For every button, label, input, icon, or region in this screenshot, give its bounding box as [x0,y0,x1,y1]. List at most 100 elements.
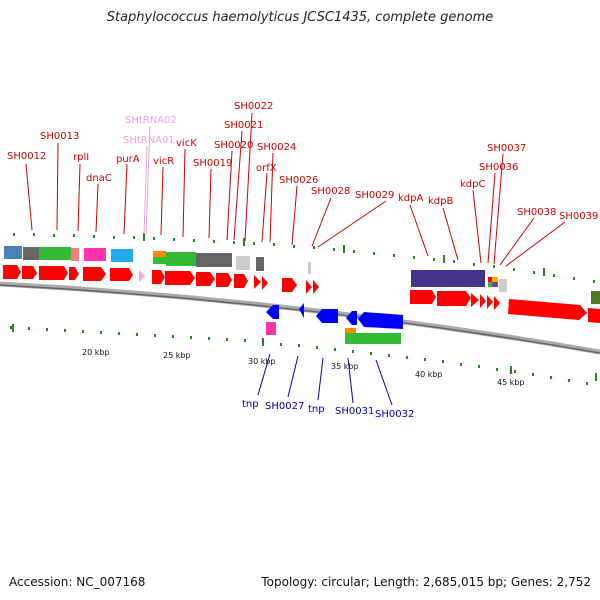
forward-cds[interactable] [508,299,587,320]
scale-labels: 20 kbp 25 kbp 30 kbp 35 kbp 40 kbp 45 kb… [82,348,525,387]
gene-label[interactable]: kdpB [428,196,453,207]
forward-cds[interactable] [487,295,493,309]
genome-backbone-edge [0,284,600,354]
forward-cds[interactable] [494,296,500,310]
cog-block[interactable] [153,251,166,257]
cog-block[interactable] [84,248,106,261]
cog-block[interactable] [23,247,39,260]
cog-block[interactable] [411,270,485,287]
forward-cds[interactable] [196,272,215,286]
gene-label[interactable]: SH0036 [479,162,518,173]
forward-cds[interactable] [3,265,21,279]
reverse-cds[interactable] [316,309,338,323]
forward-cds[interactable] [471,293,479,307]
gene-label[interactable]: SH0029 [355,190,394,201]
forward-cds[interactable] [480,294,486,308]
gene-label[interactable]: SH0037 [487,143,526,154]
scale-label: 20 kbp [82,348,110,357]
scale-label: 35 kbp [331,362,359,371]
reverse-label-leaders [257,353,393,406]
accession-text: Accession: NC_007168 [9,575,146,589]
gene-label[interactable]: dnaC [86,173,112,184]
scale-label: 40 kbp [415,370,443,379]
gene-label[interactable]: SH0026 [279,175,318,186]
trna-label[interactable]: SHtRNA01 [123,135,175,146]
cog-block[interactable] [236,256,250,270]
gene-label[interactable]: SH0032 [375,409,414,420]
cog-block[interactable] [153,257,166,264]
reverse-cog-blocks [266,322,401,344]
forward-cds[interactable] [588,308,600,323]
cog-block[interactable] [308,262,311,274]
gene-label[interactable]: kdpA [398,193,423,204]
gene-label[interactable]: SH0038 [517,207,556,218]
cog-block[interactable] [488,277,492,282]
gene-label[interactable]: kdpC [460,179,485,190]
forward-cds[interactable] [83,267,106,281]
gene-label[interactable]: SH0019 [193,158,232,169]
cog-block[interactable] [166,252,196,266]
cog-block[interactable] [488,282,492,287]
forward-cds[interactable] [410,290,436,304]
forward-cds[interactable] [254,275,261,289]
reverse-gene-labels: tnp SH0027 tnp SH0031 SH0032 [242,399,414,420]
forward-cds[interactable] [22,266,37,279]
gene-label[interactable]: tnp [242,399,259,410]
forward-cds[interactable] [216,273,232,287]
trna-label[interactable]: SHtRNA02 [125,115,177,126]
forward-label-leaders [25,112,566,267]
gene-label[interactable]: SH0013 [40,131,79,142]
gene-label[interactable]: vicR [153,156,174,167]
forward-cds[interactable] [39,266,68,280]
forward-trna[interactable] [139,270,145,282]
cog-block[interactable] [591,291,600,304]
cog-block[interactable] [111,249,133,262]
cog-block[interactable] [4,246,22,259]
cog-block[interactable] [71,248,79,261]
forward-cog-blocks [4,246,600,304]
reverse-cds[interactable] [266,305,279,319]
scale-label: 45 kbp [497,378,525,387]
forward-gene-labels: SH0012 SH0013 rplI dnaC purA SHtRNA02 SH… [7,101,598,222]
forward-cds[interactable] [165,271,195,285]
gene-label[interactable]: purA [116,154,140,165]
cog-block[interactable] [492,282,498,287]
gene-label[interactable]: SH0039 [559,211,598,222]
reverse-cds[interactable] [358,312,403,329]
gene-label[interactable]: rplI [73,152,89,163]
gene-label[interactable]: SH0022 [234,101,273,112]
forward-cds-track [3,265,600,323]
forward-cds[interactable] [437,291,471,306]
forward-cds[interactable] [262,276,268,290]
cog-block[interactable] [499,279,507,292]
gene-label[interactable]: SH0012 [7,151,46,162]
gene-label[interactable]: SH0021 [224,120,263,131]
forward-cds[interactable] [69,267,79,280]
gene-label[interactable]: orfX [256,163,277,174]
cog-block[interactable] [345,328,356,333]
gene-label[interactable]: SH0020 [214,140,253,151]
cog-block[interactable] [39,247,71,260]
gene-label[interactable]: SH0028 [311,186,350,197]
forward-cds[interactable] [152,270,165,284]
gene-label[interactable]: SH0024 [257,142,296,153]
reverse-cds[interactable] [346,311,357,325]
scale-label: 30 kbp [248,357,276,366]
forward-cds[interactable] [110,268,133,281]
cog-block[interactable] [266,322,276,335]
cog-block[interactable] [492,277,498,282]
forward-cds[interactable] [234,274,248,288]
gene-label[interactable]: vicK [176,138,197,149]
cog-block[interactable] [256,257,264,271]
cog-block[interactable] [196,253,232,267]
forward-cds[interactable] [306,280,312,294]
gene-label[interactable]: SH0031 [335,406,374,417]
reverse-cds-track [266,303,403,329]
reverse-cds[interactable] [299,303,304,318]
forward-cds[interactable] [313,280,319,294]
cog-block[interactable] [345,333,401,344]
forward-cds[interactable] [282,278,297,292]
gene-label[interactable]: SH0027 [265,401,304,412]
gene-label[interactable]: tnp [308,404,325,415]
